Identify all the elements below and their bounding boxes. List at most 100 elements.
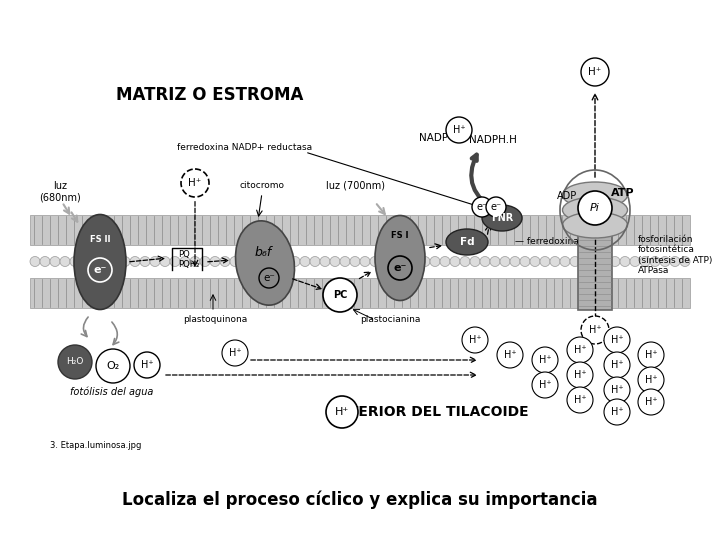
Circle shape xyxy=(604,377,630,403)
Circle shape xyxy=(140,256,150,267)
Circle shape xyxy=(410,256,420,267)
Ellipse shape xyxy=(482,205,522,231)
Circle shape xyxy=(580,256,590,267)
Circle shape xyxy=(550,256,560,267)
Circle shape xyxy=(590,256,600,267)
Text: H⁺: H⁺ xyxy=(574,370,586,380)
Circle shape xyxy=(340,256,350,267)
Circle shape xyxy=(430,256,440,267)
Text: H⁺: H⁺ xyxy=(611,335,624,345)
Circle shape xyxy=(520,256,530,267)
Circle shape xyxy=(490,256,500,267)
Text: H⁺: H⁺ xyxy=(453,125,465,135)
Circle shape xyxy=(280,256,290,267)
Text: Fd: Fd xyxy=(459,237,474,247)
Text: H⁺: H⁺ xyxy=(539,380,552,390)
Text: H⁺: H⁺ xyxy=(469,335,481,345)
Text: NADPH.H: NADPH.H xyxy=(469,135,517,145)
Circle shape xyxy=(50,256,60,267)
Ellipse shape xyxy=(446,229,488,255)
Ellipse shape xyxy=(74,214,126,309)
Text: H⁺: H⁺ xyxy=(574,345,586,355)
Text: FNR: FNR xyxy=(491,213,513,223)
Text: H⁺: H⁺ xyxy=(504,350,516,360)
Text: — ferredoxina: — ferredoxina xyxy=(515,238,579,246)
Circle shape xyxy=(120,256,130,267)
Circle shape xyxy=(670,256,680,267)
Circle shape xyxy=(440,256,450,267)
Text: plastocianina: plastocianina xyxy=(360,315,420,325)
Circle shape xyxy=(462,327,488,353)
Text: fotólisis del agua: fotólisis del agua xyxy=(71,387,153,397)
Text: MATRIZ O ESTROMA: MATRIZ O ESTROMA xyxy=(117,86,304,104)
Ellipse shape xyxy=(562,197,628,223)
Circle shape xyxy=(530,256,540,267)
Circle shape xyxy=(310,256,320,267)
Text: H⁺: H⁺ xyxy=(539,355,552,365)
Text: fosforilación
fotosintética
(síntesis de ATP)
ATPasa: fosforilación fotosintética (síntesis de… xyxy=(638,235,712,275)
Text: Localiza el proceso cíclico y explica su importancia: Localiza el proceso cíclico y explica su… xyxy=(122,491,598,509)
Circle shape xyxy=(567,337,593,363)
Circle shape xyxy=(134,352,160,378)
Circle shape xyxy=(604,399,630,425)
Circle shape xyxy=(420,256,430,267)
Circle shape xyxy=(70,256,80,267)
Circle shape xyxy=(96,349,130,383)
Text: H⁺: H⁺ xyxy=(644,350,657,360)
Text: PQH₂: PQH₂ xyxy=(178,260,199,269)
Text: H⁺: H⁺ xyxy=(140,360,153,370)
Circle shape xyxy=(570,256,580,267)
Circle shape xyxy=(40,256,50,267)
Text: H⁺: H⁺ xyxy=(611,385,624,395)
Circle shape xyxy=(480,256,490,267)
Circle shape xyxy=(300,256,310,267)
Circle shape xyxy=(540,256,550,267)
Ellipse shape xyxy=(562,182,628,208)
Text: e⁻: e⁻ xyxy=(94,265,107,275)
Circle shape xyxy=(604,352,630,378)
Text: INTERIOR DEL TILACOIDE: INTERIOR DEL TILACOIDE xyxy=(332,405,528,419)
Text: b₆f: b₆f xyxy=(254,246,271,260)
Text: e⁻: e⁻ xyxy=(477,202,487,212)
Text: H⁺: H⁺ xyxy=(335,407,349,417)
Ellipse shape xyxy=(235,221,294,305)
Circle shape xyxy=(160,256,170,267)
Circle shape xyxy=(610,256,620,267)
Ellipse shape xyxy=(375,215,425,300)
Text: ATP: ATP xyxy=(611,188,635,198)
FancyBboxPatch shape xyxy=(30,215,690,245)
Text: luz (700nm): luz (700nm) xyxy=(325,180,384,190)
Circle shape xyxy=(320,256,330,267)
Text: NADP⁻: NADP⁻ xyxy=(419,133,454,143)
Text: H⁺: H⁺ xyxy=(611,360,624,370)
Circle shape xyxy=(181,169,209,197)
Circle shape xyxy=(370,256,380,267)
Text: plastoquinona: plastoquinona xyxy=(183,315,247,325)
Circle shape xyxy=(130,256,140,267)
Circle shape xyxy=(630,256,640,267)
Circle shape xyxy=(58,345,92,379)
Circle shape xyxy=(638,389,664,415)
Circle shape xyxy=(220,256,230,267)
Text: PQ: PQ xyxy=(178,251,190,260)
Text: H⁺: H⁺ xyxy=(611,407,624,417)
Text: e⁻: e⁻ xyxy=(393,263,407,273)
Circle shape xyxy=(638,367,664,393)
Ellipse shape xyxy=(562,212,628,238)
Text: H⁺: H⁺ xyxy=(229,348,241,358)
Circle shape xyxy=(497,342,523,368)
Circle shape xyxy=(620,256,630,267)
Circle shape xyxy=(190,256,200,267)
Circle shape xyxy=(80,256,90,267)
Circle shape xyxy=(446,117,472,143)
Circle shape xyxy=(250,256,260,267)
Text: H⁺: H⁺ xyxy=(189,178,202,188)
Circle shape xyxy=(532,347,558,373)
Circle shape xyxy=(640,256,650,267)
Text: ADP: ADP xyxy=(557,191,577,201)
Circle shape xyxy=(200,256,210,267)
Circle shape xyxy=(230,256,240,267)
Circle shape xyxy=(170,256,180,267)
Text: H₂O: H₂O xyxy=(66,357,84,367)
FancyBboxPatch shape xyxy=(578,235,612,310)
